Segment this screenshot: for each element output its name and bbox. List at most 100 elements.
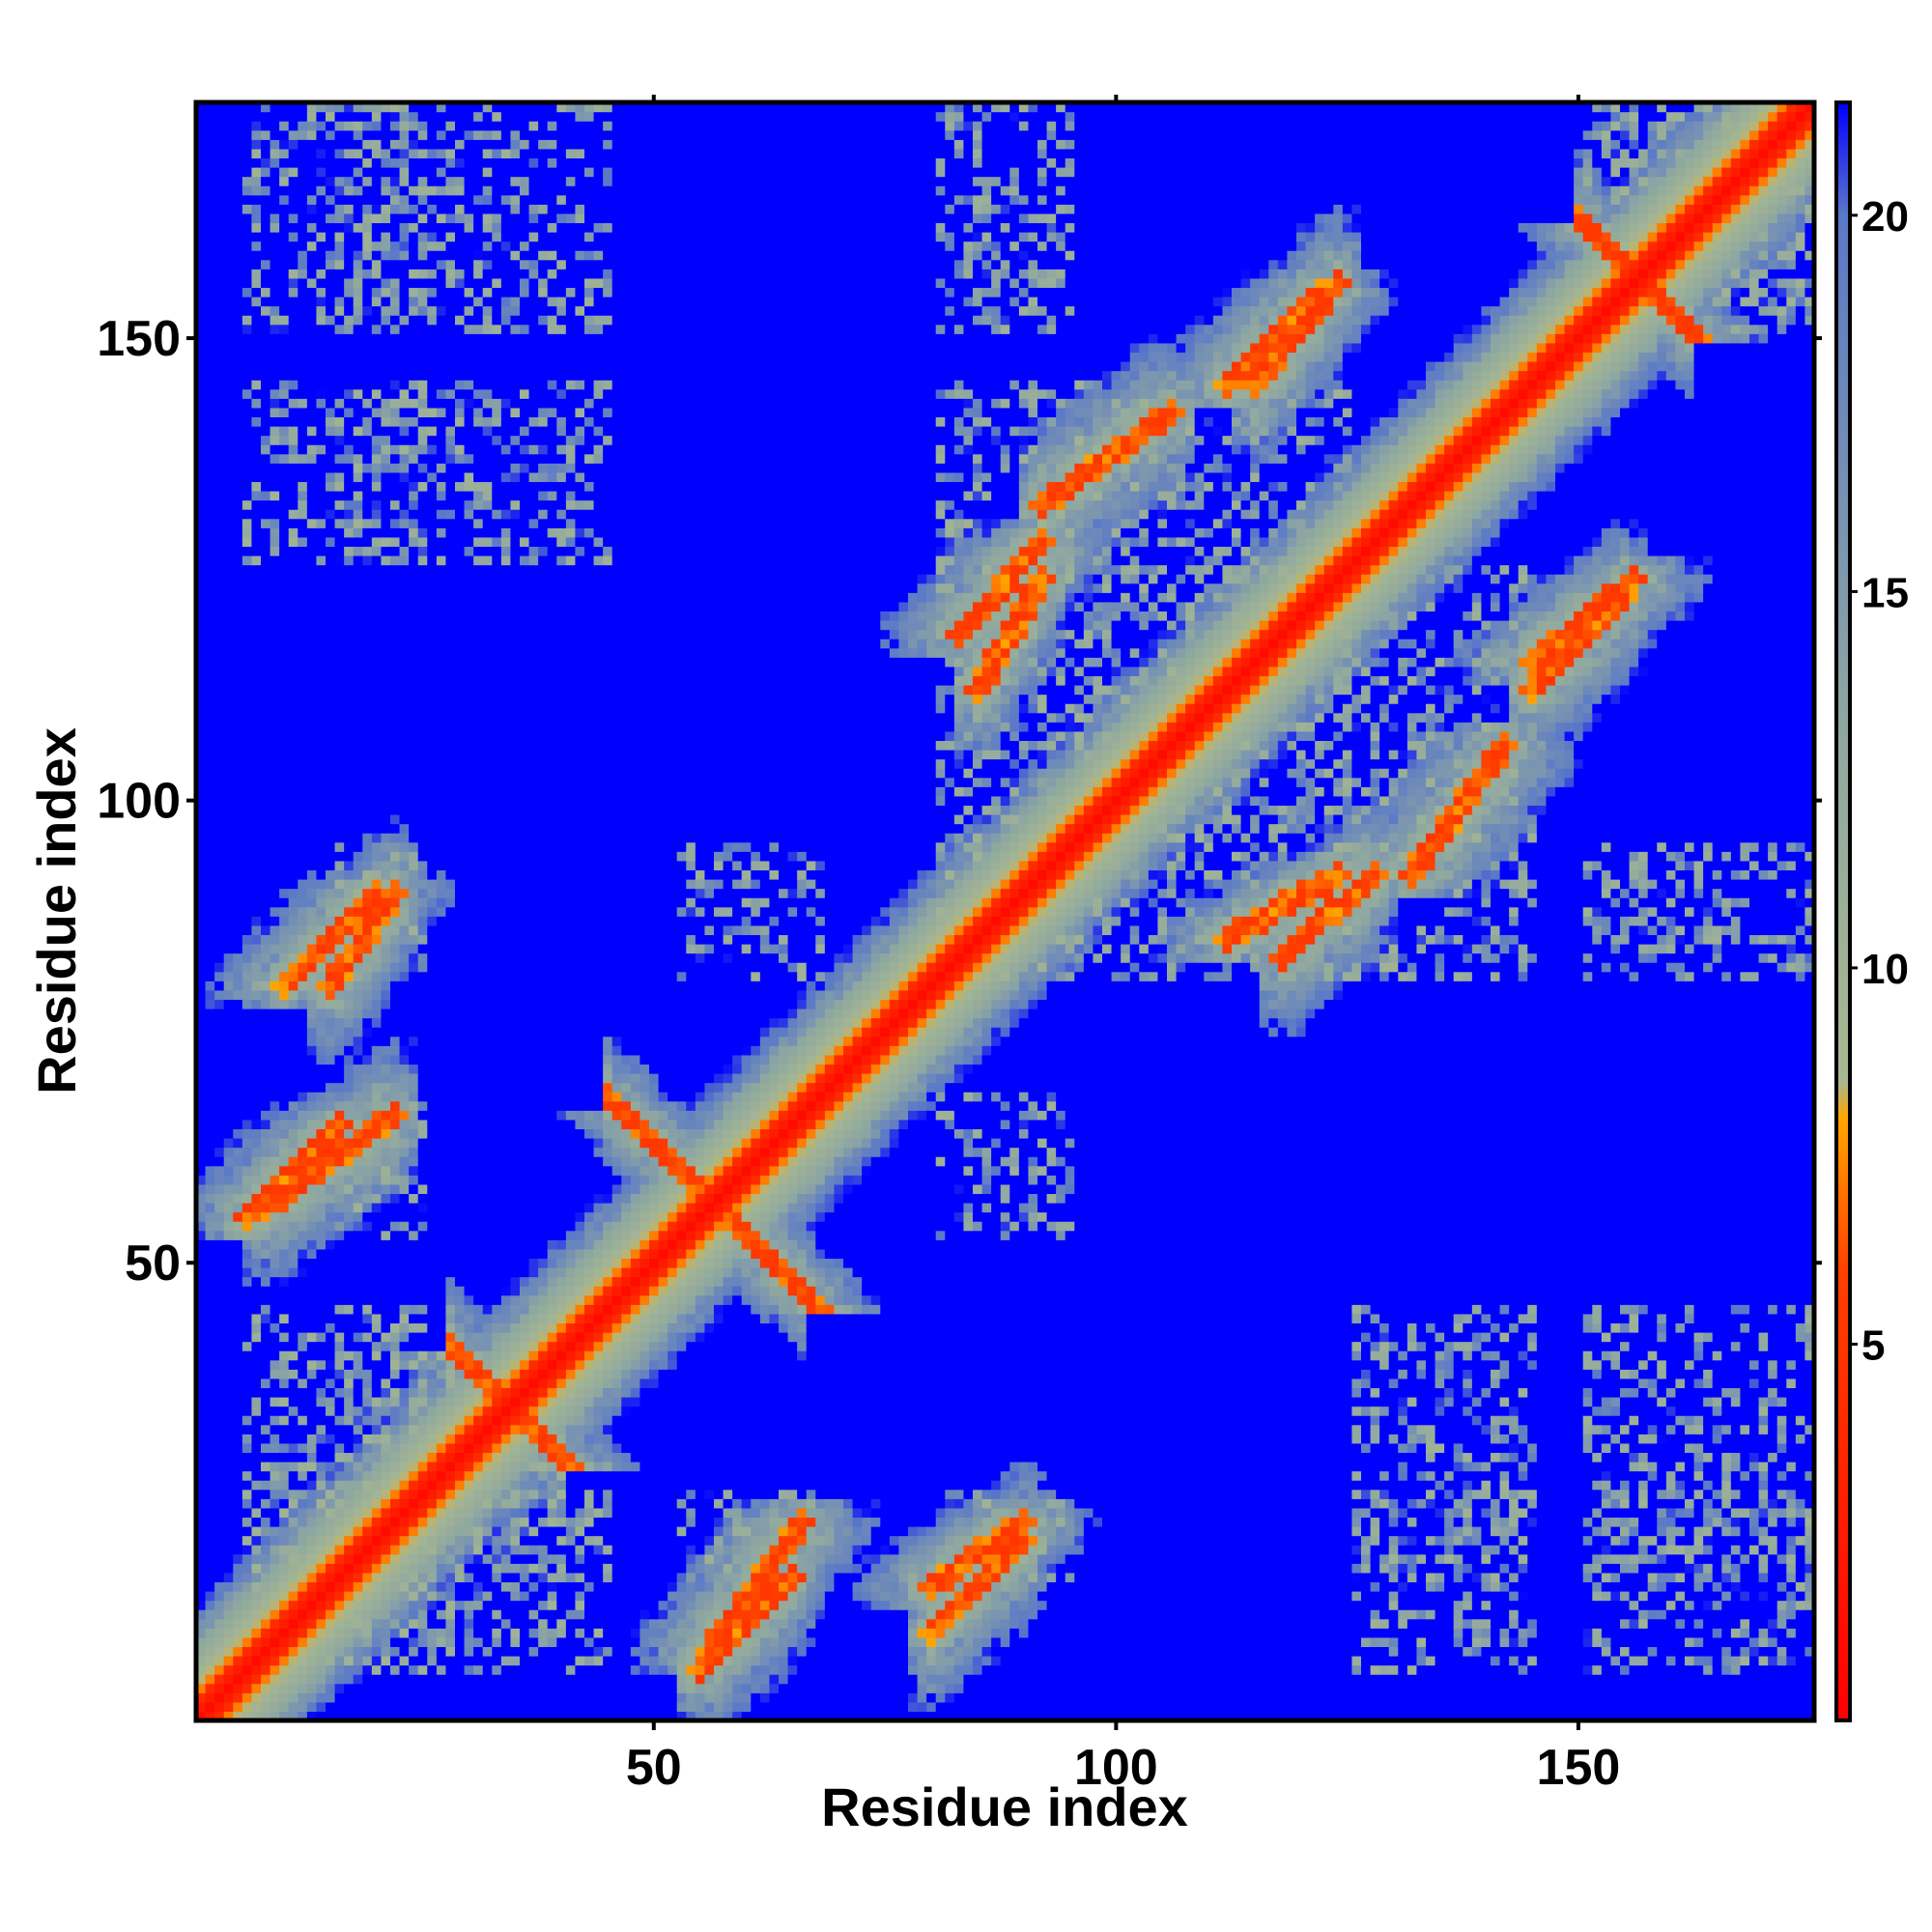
- heatmap-cell: [427, 250, 438, 261]
- heatmap-cell: [427, 426, 438, 437]
- heatmap-cell: [409, 1674, 419, 1685]
- heatmap-cell: [371, 1609, 383, 1620]
- heatmap-cell: [390, 879, 401, 890]
- heatmap-cell: [251, 768, 262, 779]
- heatmap-cell: [455, 1203, 466, 1213]
- heatmap-cell: [353, 1304, 363, 1315]
- heatmap-cell: [261, 398, 271, 409]
- heatmap-cell: [196, 944, 207, 954]
- heatmap-cell: [214, 1526, 225, 1537]
- heatmap-cell: [371, 435, 383, 445]
- heatmap-cell: [371, 213, 383, 224]
- heatmap-cell: [445, 1674, 456, 1685]
- heatmap-cell: [214, 750, 225, 760]
- heatmap-cell: [279, 841, 290, 852]
- heatmap-cell: [445, 1193, 456, 1204]
- heatmap-cell: [298, 833, 308, 843]
- heatmap-cell: [306, 897, 318, 908]
- heatmap-cell: [381, 1313, 391, 1324]
- heatmap-cell: [223, 1350, 234, 1361]
- heatmap-cell: [251, 1036, 262, 1046]
- heatmap-cell: [214, 1462, 225, 1472]
- heatmap-cell: [455, 1406, 466, 1416]
- heatmap-cell: [381, 1563, 391, 1574]
- heatmap-cell: [334, 1322, 345, 1333]
- heatmap-cell: [399, 518, 410, 528]
- heatmap-cell: [205, 1313, 215, 1324]
- heatmap-cell: [233, 1017, 243, 1028]
- heatmap-cell: [298, 250, 308, 261]
- heatmap-cell: [214, 380, 225, 390]
- heatmap-cell: [261, 139, 271, 150]
- heatmap-cell: [390, 287, 401, 298]
- heatmap-cell: [399, 675, 410, 686]
- heatmap-cell: [390, 398, 401, 409]
- heatmap-cell: [242, 435, 253, 445]
- heatmap-cell: [242, 1294, 253, 1305]
- heatmap-cell: [205, 1165, 215, 1176]
- heatmap-cell: [436, 980, 447, 991]
- heatmap-cell: [362, 305, 373, 316]
- heatmap-cell: [316, 1462, 327, 1472]
- heatmap-cell: [427, 148, 438, 159]
- heatmap-cell: [298, 1535, 308, 1546]
- heatmap-cell: [251, 204, 262, 214]
- heatmap-cell: [233, 730, 243, 742]
- heatmap-cell: [409, 398, 419, 409]
- heatmap-cell: [353, 1221, 363, 1232]
- heatmap-cell: [326, 768, 336, 779]
- heatmap-cell: [427, 944, 438, 954]
- heatmap-cell: [306, 1239, 318, 1250]
- heatmap-cell: [223, 1507, 234, 1519]
- heatmap-cell: [344, 851, 355, 862]
- heatmap-cell: [326, 259, 336, 270]
- heatmap-cell: [288, 1517, 298, 1527]
- heatmap-cell: [334, 694, 345, 704]
- heatmap-cell: [362, 1100, 373, 1111]
- heatmap-cell: [390, 380, 401, 390]
- heatmap-cell: [214, 499, 225, 510]
- heatmap-cell: [455, 1100, 466, 1111]
- heatmap-cell: [427, 1581, 438, 1592]
- heatmap-cell: [381, 139, 391, 150]
- heatmap-cell: [233, 1480, 243, 1491]
- heatmap-cell: [196, 277, 207, 289]
- heatmap-cell: [205, 1147, 215, 1157]
- heatmap-cell: [214, 1267, 225, 1278]
- heatmap-cell: [288, 555, 298, 566]
- heatmap-cell: [279, 129, 290, 140]
- heatmap-cell: [270, 1563, 280, 1574]
- heatmap-cell: [261, 297, 271, 307]
- heatmap-cell: [298, 259, 308, 270]
- heatmap-cell: [288, 1064, 298, 1074]
- heatmap-cell: [288, 823, 298, 834]
- heatmap-cell: [334, 1258, 345, 1268]
- heatmap-cell: [427, 444, 438, 455]
- heatmap-cell: [436, 1656, 447, 1666]
- heatmap-cell: [371, 1636, 383, 1648]
- heatmap-cell: [261, 250, 271, 261]
- heatmap-cell: [344, 315, 355, 326]
- heatmap-cell: [306, 814, 318, 825]
- heatmap-cell: [196, 185, 207, 196]
- heatmap-cell: [223, 1480, 234, 1491]
- heatmap-cell: [427, 795, 438, 807]
- heatmap-cell: [390, 1517, 401, 1527]
- heatmap-cell: [233, 157, 243, 168]
- heatmap-cell: [362, 1683, 373, 1693]
- heatmap-cell: [279, 924, 290, 936]
- heatmap-cell: [427, 750, 438, 760]
- heatmap-cell: [242, 924, 253, 936]
- heatmap-cell: [196, 971, 207, 981]
- heatmap-cell: [381, 620, 391, 631]
- heatmap-cell: [298, 1313, 308, 1324]
- heatmap-cell: [326, 250, 336, 261]
- heatmap-cell: [223, 823, 234, 834]
- heatmap-cell: [298, 1563, 308, 1574]
- heatmap-cell: [205, 1341, 215, 1351]
- heatmap-cell: [326, 1054, 336, 1065]
- heatmap-cell: [417, 1341, 428, 1351]
- heatmap-cell: [362, 352, 373, 362]
- heatmap-cell: [362, 999, 373, 1009]
- heatmap-cell: [214, 592, 225, 603]
